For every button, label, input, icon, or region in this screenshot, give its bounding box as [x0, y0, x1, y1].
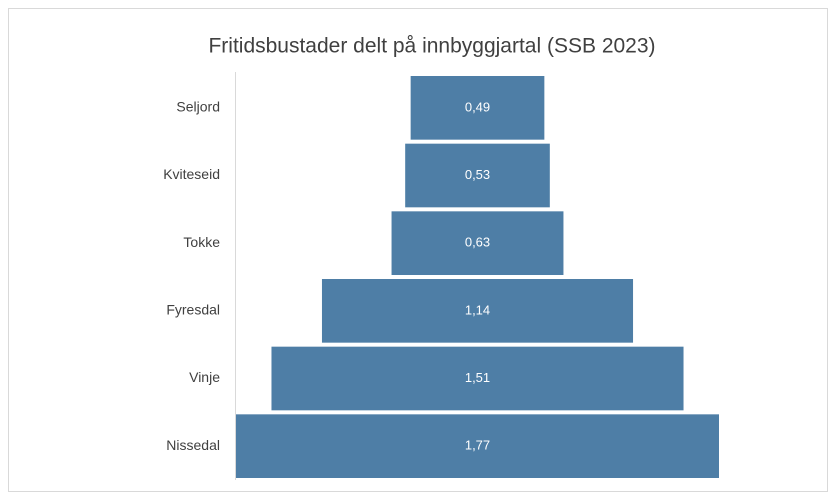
bar	[410, 76, 545, 140]
category-label: Seljord	[176, 99, 220, 115]
value-label: 1,77	[465, 438, 490, 453]
category-label: Kviteseid	[163, 166, 220, 182]
value-label: 1,51	[465, 370, 490, 385]
bar	[405, 143, 550, 208]
bar	[271, 346, 684, 411]
bar	[391, 211, 564, 275]
value-label: 1,14	[465, 302, 490, 317]
value-label: 0,53	[465, 167, 490, 182]
bar	[236, 414, 719, 478]
category-label: Nissedal	[166, 437, 220, 453]
category-label: Fyresdal	[166, 302, 220, 318]
category-label: Tokke	[183, 234, 220, 250]
chart-title: Fritidsbustader delt på innbyggjartal (S…	[208, 35, 655, 58]
value-label: 0,49	[465, 99, 490, 114]
bar	[321, 279, 634, 343]
value-label: 0,63	[465, 235, 490, 250]
category-label: Vinje	[189, 369, 220, 385]
